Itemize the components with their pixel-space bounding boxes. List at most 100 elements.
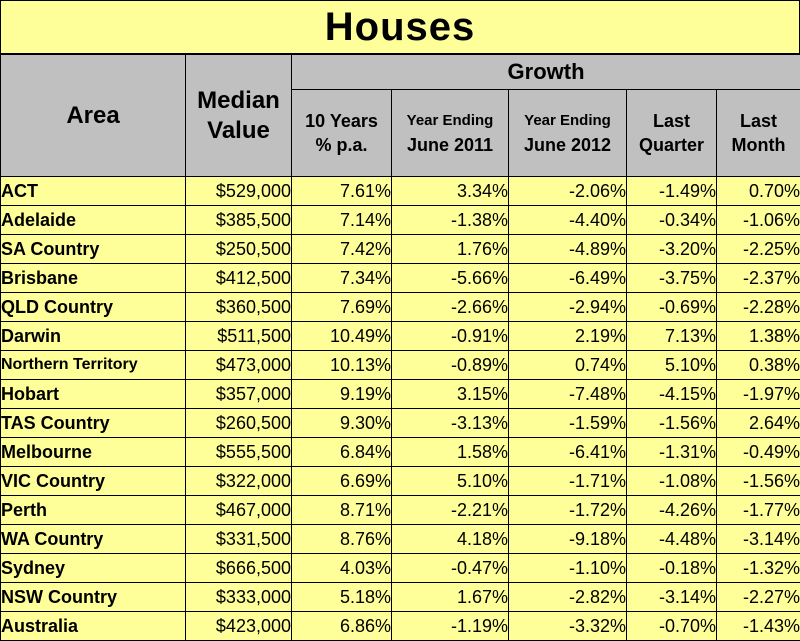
cell-last-month: -2.37% [715, 263, 800, 293]
cell-median: $357,000 [185, 379, 292, 409]
cell-area: QLD Country [0, 292, 186, 322]
cell-ye2012: -6.49% [508, 263, 627, 293]
cell-ten-years: 7.42% [291, 234, 392, 264]
cell-ye2011: 3.15% [391, 379, 509, 409]
header-last-month: Last Month [715, 89, 800, 177]
cell-ye2012: -4.89% [508, 234, 627, 264]
cell-area: Perth [0, 495, 186, 525]
cell-last-quarter: -3.14% [626, 582, 717, 612]
header-year-ending-2012: Year Ending June 2012 [508, 89, 627, 177]
cell-median: $511,500 [185, 321, 292, 351]
cell-ye2012: -2.82% [508, 582, 627, 612]
header-growth: Growth [290, 54, 800, 90]
cell-median: $666,500 [185, 553, 292, 583]
cell-ye2011: -3.13% [391, 408, 509, 438]
cell-last-quarter: -1.31% [626, 437, 717, 467]
cell-last-month: -1.97% [715, 379, 800, 409]
table-row: Australia $423,000 6.86% -1.19% -3.32% -… [0, 611, 800, 641]
cell-area: Brisbane [0, 263, 186, 293]
cell-median: $412,500 [185, 263, 292, 293]
table-row: SA Country $250,500 7.42% 1.76% -4.89% -… [0, 234, 800, 264]
cell-last-month: -1.43% [715, 611, 800, 641]
cell-ten-years: 10.13% [291, 350, 392, 380]
header-ye2011-line2: June 2011 [406, 135, 494, 155]
cell-area: SA Country [0, 234, 186, 264]
table-row: QLD Country $360,500 7.69% -2.66% -2.94%… [0, 292, 800, 322]
table-row: Northern Territory $473,000 10.13% -0.89… [0, 350, 800, 380]
cell-median: $529,000 [185, 176, 292, 206]
cell-ye2012: 0.74% [508, 350, 627, 380]
table-title: Houses [0, 0, 800, 54]
cell-last-month: -2.28% [715, 292, 800, 322]
houses-data-table: Area Median Value Growth 10 Years % p.a.… [0, 54, 800, 641]
cell-last-quarter: -0.18% [626, 553, 717, 583]
header-ten-years-line2: % p.a. [315, 135, 368, 155]
cell-last-quarter: -1.08% [626, 466, 717, 496]
cell-ye2011: 1.58% [391, 437, 509, 467]
header-median-line1: Median [197, 86, 280, 114]
cell-last-month: -2.27% [715, 582, 800, 612]
cell-median: $322,000 [185, 466, 292, 496]
header-ye2012-line2: June 2012 [523, 135, 612, 155]
cell-area: NSW Country [0, 582, 186, 612]
cell-ye2011: -2.66% [391, 292, 509, 322]
cell-ye2012: -1.59% [508, 408, 627, 438]
cell-ten-years: 6.86% [291, 611, 392, 641]
cell-last-month: -3.14% [715, 524, 800, 554]
cell-last-month: 0.38% [715, 350, 800, 380]
cell-ye2012: -7.48% [508, 379, 627, 409]
table-row: Perth $467,000 8.71% -2.21% -1.72% -4.26… [0, 495, 800, 525]
cell-ten-years: 7.34% [291, 263, 392, 293]
header-area: Area [0, 54, 186, 177]
table-row: Sydney $666,500 4.03% -0.47% -1.10% -0.1… [0, 553, 800, 583]
table-row: Adelaide $385,500 7.14% -1.38% -4.40% -0… [0, 205, 800, 235]
cell-last-month: -0.49% [715, 437, 800, 467]
table-row: Brisbane $412,500 7.34% -5.66% -6.49% -3… [0, 263, 800, 293]
table-row: VIC Country $322,000 6.69% 5.10% -1.71% … [0, 466, 800, 496]
cell-ye2011: -0.91% [391, 321, 509, 351]
cell-ten-years: 8.76% [291, 524, 392, 554]
cell-last-quarter: -3.20% [626, 234, 717, 264]
cell-median: $467,000 [185, 495, 292, 525]
cell-ten-years: 9.19% [291, 379, 392, 409]
cell-ye2011: 1.76% [391, 234, 509, 264]
cell-last-quarter: -4.15% [626, 379, 717, 409]
cell-area: Melbourne [0, 437, 186, 467]
header-ten-years-line1: 10 Years [305, 111, 378, 131]
cell-last-quarter: -0.69% [626, 292, 717, 322]
cell-ye2012: 2.19% [508, 321, 627, 351]
cell-median: $260,500 [185, 408, 292, 438]
cell-ten-years: 7.61% [291, 176, 392, 206]
cell-area: TAS Country [0, 408, 186, 438]
cell-ten-years: 10.49% [291, 321, 392, 351]
cell-ten-years: 9.30% [291, 408, 392, 438]
cell-ten-years: 7.14% [291, 205, 392, 235]
header-median-value: Median Value [185, 54, 292, 177]
cell-last-quarter: -1.56% [626, 408, 717, 438]
cell-median: $333,000 [185, 582, 292, 612]
cell-last-quarter: -0.70% [626, 611, 717, 641]
cell-ye2011: 1.67% [391, 582, 509, 612]
cell-ten-years: 6.84% [291, 437, 392, 467]
cell-last-month: 2.64% [715, 408, 800, 438]
cell-ye2011: -1.19% [391, 611, 509, 641]
cell-ten-years: 5.18% [291, 582, 392, 612]
cell-ye2011: 3.34% [391, 176, 509, 206]
cell-ye2012: -6.41% [508, 437, 627, 467]
cell-last-month: -1.06% [715, 205, 800, 235]
cell-ye2011: -0.89% [391, 350, 509, 380]
cell-ye2012: -1.72% [508, 495, 627, 525]
cell-last-month: -1.77% [715, 495, 800, 525]
cell-median: $423,000 [185, 611, 292, 641]
cell-area: Sydney [0, 553, 186, 583]
cell-area: ACT [0, 176, 186, 206]
table-row: WA Country $331,500 8.76% 4.18% -9.18% -… [0, 524, 800, 554]
cell-area: Northern Territory [0, 350, 186, 380]
header-ye2012-line1: Year Ending [524, 112, 611, 129]
cell-ten-years: 6.69% [291, 466, 392, 496]
header-last-quarter-line1: Last [652, 111, 690, 131]
cell-median: $250,500 [185, 234, 292, 264]
header-last-quarter-line2: Quarter [638, 135, 705, 155]
cell-ye2011: -0.47% [391, 553, 509, 583]
cell-last-month: -1.32% [715, 553, 800, 583]
